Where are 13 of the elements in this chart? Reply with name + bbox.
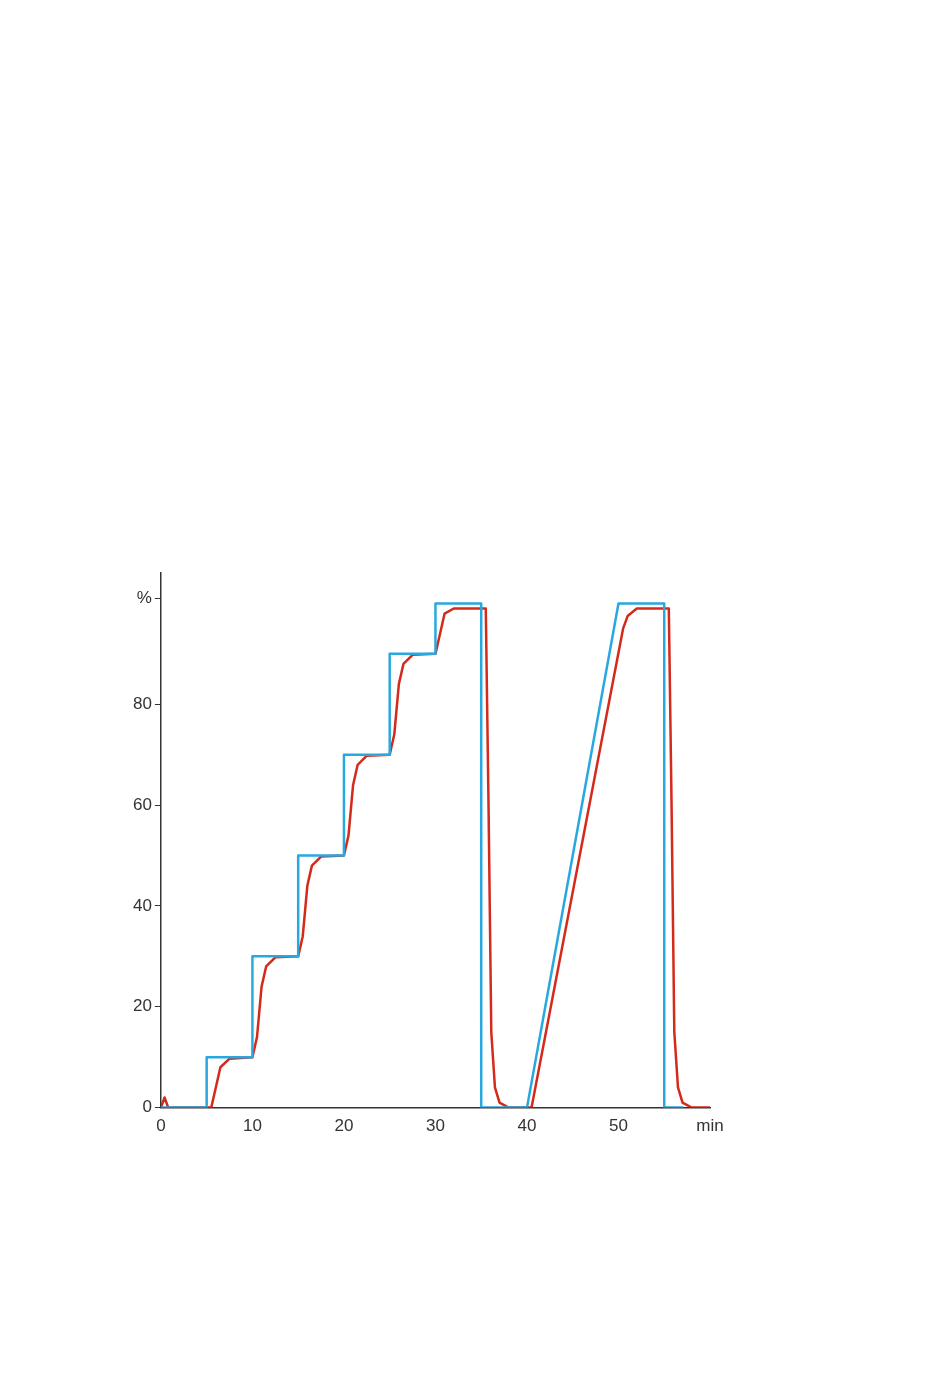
x-tick-label: 10 bbox=[242, 1116, 262, 1136]
y-tick-label: 60 bbox=[132, 794, 152, 814]
y-tick-label: 20 bbox=[132, 996, 152, 1016]
y-tick-label: 80 bbox=[132, 693, 152, 713]
y-tick-label: 0 bbox=[142, 1097, 152, 1117]
x-tick-label: 30 bbox=[425, 1116, 445, 1136]
x-tick-label: 40 bbox=[517, 1116, 537, 1136]
y-tick-label: 40 bbox=[132, 895, 152, 915]
x-tick-label: 50 bbox=[609, 1116, 628, 1136]
x-tick-label: 0 bbox=[156, 1116, 166, 1136]
x-tick-label: min bbox=[696, 1116, 724, 1136]
y-tick-label: % bbox=[136, 588, 152, 608]
x-tick-label: 20 bbox=[334, 1116, 354, 1136]
